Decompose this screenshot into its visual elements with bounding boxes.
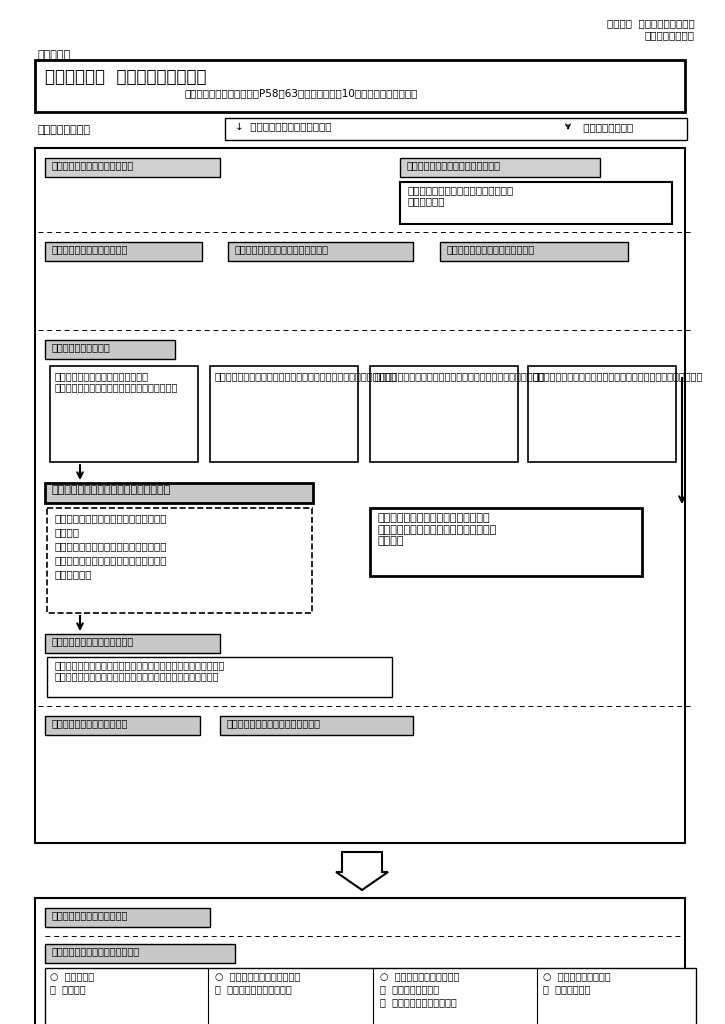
Text: ５学年「流れる水のはたらき」: ５学年「流れる水のはたらき」 [52, 636, 134, 646]
Text: ・  前線の通過と天気の変化: ・ 前線の通過と天気の変化 [215, 984, 291, 994]
Text: 雨が降り続いたり，台風などで大雨が降ったりすると，川の水の
量が増えて，流れが速くなり，流れる水の働きが大きくなる。: 雨が降り続いたり，台風などで大雨が降ったりすると，川の水の 量が増えて，流れが速… [55, 660, 225, 682]
Bar [45, 158, 220, 177]
Bar [45, 968, 696, 1024]
Text: ろうか」: ろうか」 [55, 527, 80, 537]
Bar [47, 657, 392, 697]
Text: 台風は日本の南の方で発生し，初めは: 台風は日本の南の方で発生し，初めは [55, 541, 167, 551]
Text: ↓  本単元との直接的なつながり: ↓ 本単元との直接的なつながり [235, 122, 331, 132]
Text: ことが多い。: ことが多い。 [55, 569, 93, 579]
Text: ○  大気の動きと日本の天気: ○ 大気の動きと日本の天気 [380, 971, 460, 981]
Text: 【６学年「大地のつくりと変化」】: 【６学年「大地のつくりと変化」】 [227, 718, 321, 728]
Bar [47, 508, 312, 613]
Bar [440, 242, 628, 261]
Text: ５学年「天気の変化」: ５学年「天気の変化」 [52, 342, 111, 352]
Text: 東京書籍「新しい理科５」P58～63　　９月下旬～10月上旬　　３時間扱い: 東京書籍「新しい理科５」P58～63 ９月下旬～10月上旬 ３時間扱い [185, 88, 418, 98]
Text: ５年「５  台風と天気の変化」: ５年「５ 台風と天気の変化」 [608, 18, 695, 28]
FancyArrow shape [336, 852, 388, 890]
Text: ５学年「台風と天気の変化」（本単元）: ５学年「台風と天気の変化」（本単元） [52, 485, 171, 495]
Text: 【６学年「太陽と月の形」】: 【６学年「太陽と月の形」】 [52, 718, 128, 728]
Text: 【中２学年「天気とその変化」】: 【中２学年「天気とその変化」】 [52, 946, 140, 956]
Text: 【３学年「風やゴムで動かそう」】: 【３学年「風やゴムで動かそう」】 [407, 160, 501, 170]
Text: 【４学年「天気のようすと気温」】: 【４学年「天気のようすと気温」】 [235, 244, 329, 254]
Bar [35, 898, 685, 1024]
Bar [220, 716, 413, 735]
Text: 雲の形や量は時刻によって変わる。
　雲の量や動きは，天気の変化と関係がある。: 雲の形や量は時刻によって変わる。 雲の量や動きは，天気の変化と関係がある。 [55, 371, 178, 392]
Bar [400, 182, 672, 224]
Bar [35, 60, 685, 112]
Text: 台風が近付くと強い風が吹き，大量の
雨をもたらすなど，天気の様子が大きく
変わる。: 台風が近付くと強い風が吹き，大量の 雨をもたらすなど，天気の様子が大きく 変わる… [378, 513, 497, 546]
Bar [50, 366, 198, 462]
Text: ・  大気の動きと海洋の影響: ・ 大気の動きと海洋の影響 [380, 997, 457, 1007]
Text: 第５学年「５  台風と天気の変化」: 第５学年「５ 台風と天気の変化」 [45, 68, 207, 86]
Text: 物を動かす働きは，風が強くなるほど
大きくなる。: 物を動かす働きは，風が強くなるほど 大きくなる。 [408, 185, 514, 207]
Bar [225, 118, 687, 140]
Bar [45, 242, 202, 261]
Bar [45, 483, 313, 503]
Bar [45, 908, 210, 927]
Bar [45, 944, 235, 963]
Text: 【４学年「夜空を見上げよう」】: 【４学年「夜空を見上げよう」】 [447, 244, 535, 254]
Text: ○  気象の観測: ○ 気象の観測 [50, 971, 94, 981]
Text: ・  日本の天気の特徴: ・ 日本の天気の特徴 [380, 984, 439, 994]
Bar [370, 508, 642, 575]
Text: ○  前線とまわりの天気の変化: ○ 前線とまわりの天気の変化 [215, 971, 300, 981]
Text: 西の方へ動き，やがて北や東の方へ動く: 西の方へ動き，やがて北や東の方へ動く [55, 555, 167, 565]
Text: 【単元の系統図】: 【単元の系統図】 [645, 30, 695, 40]
Bar [35, 148, 685, 843]
Bar [210, 366, 358, 462]
Text: 【３学年「太陽を調べよう」】: 【３学年「太陽を調べよう」】 [52, 160, 134, 170]
Text: ○  雲の動き方と水蒸気: ○ 雲の動き方と水蒸気 [543, 971, 610, 981]
Bar [370, 366, 518, 462]
Bar [45, 340, 175, 359]
Text: 天気の変化は，様々な気象情報を基に，予想することができる。: 天気の変化は，様々な気象情報を基に，予想することができる。 [533, 371, 703, 381]
Text: この頃（春の頃）の日本付近では，雲は西から東へ動くことが多い。: この頃（春の頃）の日本付近では，雲は西から東へ動くことが多い。 [215, 371, 397, 381]
Text: ４学年「あたたかくなると」: ４学年「あたたかくなると」 [52, 244, 128, 254]
Bar [45, 634, 220, 653]
Text: 天気も雲の動きにつれて，西の方から変わってくることが多い。: 天気も雲の動きにつれて，西の方から変わってくることが多い。 [375, 371, 545, 381]
Text: 《単元名》: 《単元名》 [38, 50, 71, 60]
Bar [45, 716, 200, 735]
Text: 【中１学年「大地の変化」】: 【中１学年「大地の変化」】 [52, 910, 128, 920]
Text: 間接的なつながり: 間接的なつながり [580, 122, 633, 132]
Text: ・  気象観測: ・ 気象観測 [50, 984, 86, 994]
Text: ・  霧や雲の発生: ・ 霧や雲の発生 [543, 984, 590, 994]
Bar [228, 242, 413, 261]
Bar [400, 158, 600, 177]
Text: 「台風の進み方には，きまりがあるのだ: 「台風の進み方には，きまりがあるのだ [55, 513, 167, 523]
Bar [528, 366, 676, 462]
Text: 《単元の系統図》: 《単元の系統図》 [38, 125, 91, 135]
